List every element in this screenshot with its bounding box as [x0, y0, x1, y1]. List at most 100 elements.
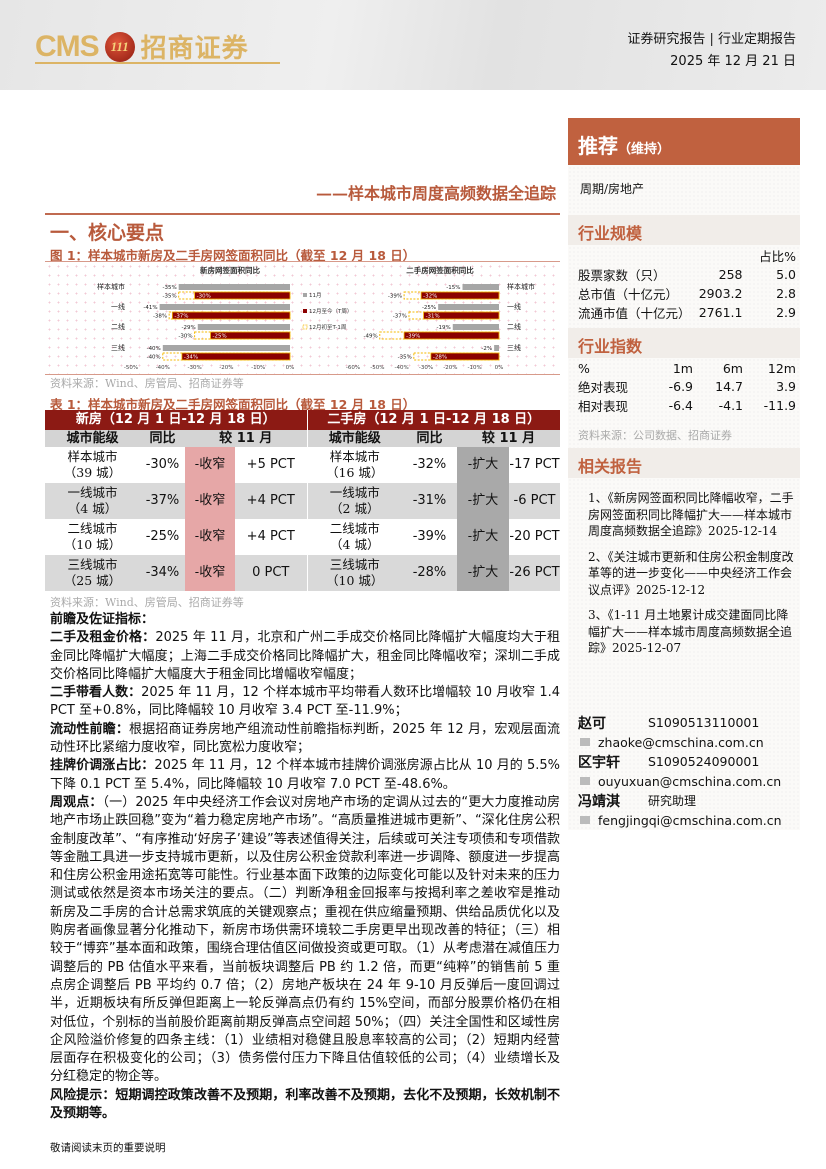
index-heading: 行业指数	[568, 328, 800, 358]
city-level: 二线城市 （10 城）	[45, 519, 140, 555]
para-label: 周观点：	[50, 794, 103, 810]
x-tick-label: -60%	[346, 365, 360, 371]
body-paragraph: 二手及租金价格：2025 年 11 月，北京和广州二手成交价格同比降幅扩大幅度均…	[50, 629, 560, 684]
body-paragraph: 流动性前瞻：根据招商证券房地产组流动性前瞻指标判断，2025 年 12 月，宏观…	[50, 721, 560, 758]
legend-swatch	[303, 293, 307, 297]
bar-label: -35%	[162, 294, 176, 300]
para-text: 2025 年 11 月，12 个样本城市平均带看人数环比增幅较 10 月收窄 1…	[50, 685, 560, 719]
label: 相对表现	[578, 399, 629, 414]
bar-label: -25%	[422, 305, 436, 311]
trend-tag: -收窄	[185, 555, 235, 591]
pct-change: -20 PCT	[509, 529, 560, 544]
bar-label: -49%	[364, 334, 378, 340]
city-level: 样本城市 （39 城）	[45, 447, 140, 483]
body-heading: 前瞻及佐证指标：	[50, 612, 155, 627]
index-row: 绝对表现 -6.9 14.7 3.9	[578, 377, 796, 396]
mail-icon	[580, 738, 590, 747]
bar-label: -28%	[433, 355, 447, 361]
pct: 5.0	[776, 267, 796, 282]
report-date: 2025 年 12 月 21 日	[670, 54, 796, 69]
bar-dec	[403, 331, 500, 340]
divider	[45, 261, 560, 262]
bar-nov	[162, 345, 290, 351]
analyst-email[interactable]: ouyuxuan@cmschina.com.cn	[598, 773, 782, 789]
category-label: 一线	[507, 302, 521, 311]
cms-logo: CMS 111 招商证券	[35, 28, 249, 65]
legend-label: 12月至今（T周）	[309, 307, 352, 315]
pct-header: 占比%	[759, 249, 796, 264]
col-header: 较 11 月	[457, 430, 560, 447]
chart-title: 二手房网签面积同比	[406, 265, 474, 275]
yoy: -25%	[145, 529, 180, 544]
x-tick-label: -40%	[395, 365, 409, 371]
col-header: 同比	[140, 430, 185, 447]
page-header	[0, 0, 826, 90]
x-tick-label: -10%	[251, 365, 265, 371]
bar-dec	[171, 311, 291, 320]
report-link[interactable]: 3、《1-11 月土地累计成交建面同比降幅扩大——样本城市周度高频数据全追踪》2…	[588, 608, 793, 655]
para-text: （一）2025 年中央经济工作会议对房地产市场的定调从过去的“更大力度推动房地产…	[50, 794, 560, 1085]
label: 绝对表现	[578, 380, 629, 395]
label: 股票家数（只）	[578, 268, 666, 283]
m1: -6.4	[668, 398, 693, 413]
yoy: -39%	[412, 529, 447, 544]
x-tick-label: 0%	[495, 365, 504, 371]
analyst-name: 赵可	[578, 715, 606, 732]
mail-icon	[580, 816, 590, 825]
logo-text: CMS	[35, 29, 100, 63]
label: 总市值（十亿元）	[578, 287, 679, 302]
m6: 14.7	[715, 379, 743, 394]
group-header-new: 新房（12 月 1 日-12 月 18 日）	[45, 410, 307, 430]
index-head: 12m	[767, 361, 796, 376]
rating: 推荐	[578, 134, 618, 158]
analyst-email[interactable]: zhaoke@cmschina.com.cn	[598, 734, 764, 750]
yoy: -31%	[402, 483, 457, 519]
bar-label: -32%	[423, 294, 437, 300]
scale-table: 占比% 股票家数（只） 258 5.0 总市值（十亿元） 2903.2 2.8 流通市值（十…	[578, 246, 796, 322]
city-count: （10 城）	[63, 537, 122, 552]
x-tick-label: -40%	[156, 365, 170, 371]
analyst-email[interactable]: fengjingqi@cmschina.com.cn	[598, 812, 782, 828]
legend-swatch	[303, 309, 307, 313]
pct-change: -26 PCT	[509, 555, 560, 591]
pct: 2.9	[776, 305, 796, 320]
city-level: 三线城市 （25 城）	[45, 555, 140, 591]
bar-dec	[423, 311, 500, 320]
city-level: 样本城市 （16 城）	[306, 447, 402, 483]
level-name: 样本城市	[67, 449, 118, 464]
index-head: 1m	[672, 361, 693, 376]
bar-label: -40%	[147, 355, 161, 361]
level-name: 二线城市	[67, 521, 118, 536]
x-tick-label: 0%	[286, 365, 295, 371]
analyst-id: 研究助理	[648, 794, 697, 809]
m12: 3.9	[776, 379, 796, 394]
bar-label: -15%	[446, 285, 460, 291]
scale-row: 流通市值（十亿元） 2761.1 2.9	[578, 303, 796, 322]
scale-row: 股票家数（只） 258 5.0	[578, 265, 796, 284]
bar-label: -19%	[437, 325, 451, 331]
bar-label: -39%	[406, 334, 420, 340]
bar-dec	[430, 352, 500, 361]
city-count: （25 城）	[63, 573, 122, 588]
mail-icon	[580, 777, 590, 786]
analyst: 区宇轩 S1090524090001	[578, 752, 800, 772]
table-row: 样本城市 （39 城） -30% -收窄 +5 PCT 样本城市 （16 城） -3…	[45, 447, 560, 483]
trend-tag: -收窄	[185, 519, 235, 555]
analyst-id: S1090513110001	[648, 715, 760, 731]
bar-nov	[438, 304, 499, 310]
analysts: 赵可 S1090513110001 zhaoke@cmschina.com.cn 区宇…	[578, 713, 800, 830]
bar-nov	[197, 324, 290, 330]
bar-label: -41%	[143, 305, 157, 311]
pct-change: -6 PCT	[509, 483, 560, 519]
report-link[interactable]: 2、《关注城市更新和住房公积金制度改革等的进一步变化——中央经济工作会议点评》2…	[588, 549, 794, 597]
bar-label: -39%	[388, 294, 402, 300]
index-head: %	[578, 361, 590, 376]
city-count: （4 城）	[330, 537, 380, 552]
pct-change: -17 PCT	[509, 457, 560, 472]
bar-nov	[452, 324, 499, 330]
pct-change: +4 PCT	[246, 529, 295, 544]
report-link[interactable]: 1、《新房网签面积同比降幅收窄，二手房网签面积同比降幅扩大——样本城市周度高频数…	[588, 491, 794, 538]
bar-label: -30%	[197, 294, 211, 300]
legend-swatch	[302, 324, 308, 330]
scale-heading: 行业规模	[568, 215, 800, 245]
